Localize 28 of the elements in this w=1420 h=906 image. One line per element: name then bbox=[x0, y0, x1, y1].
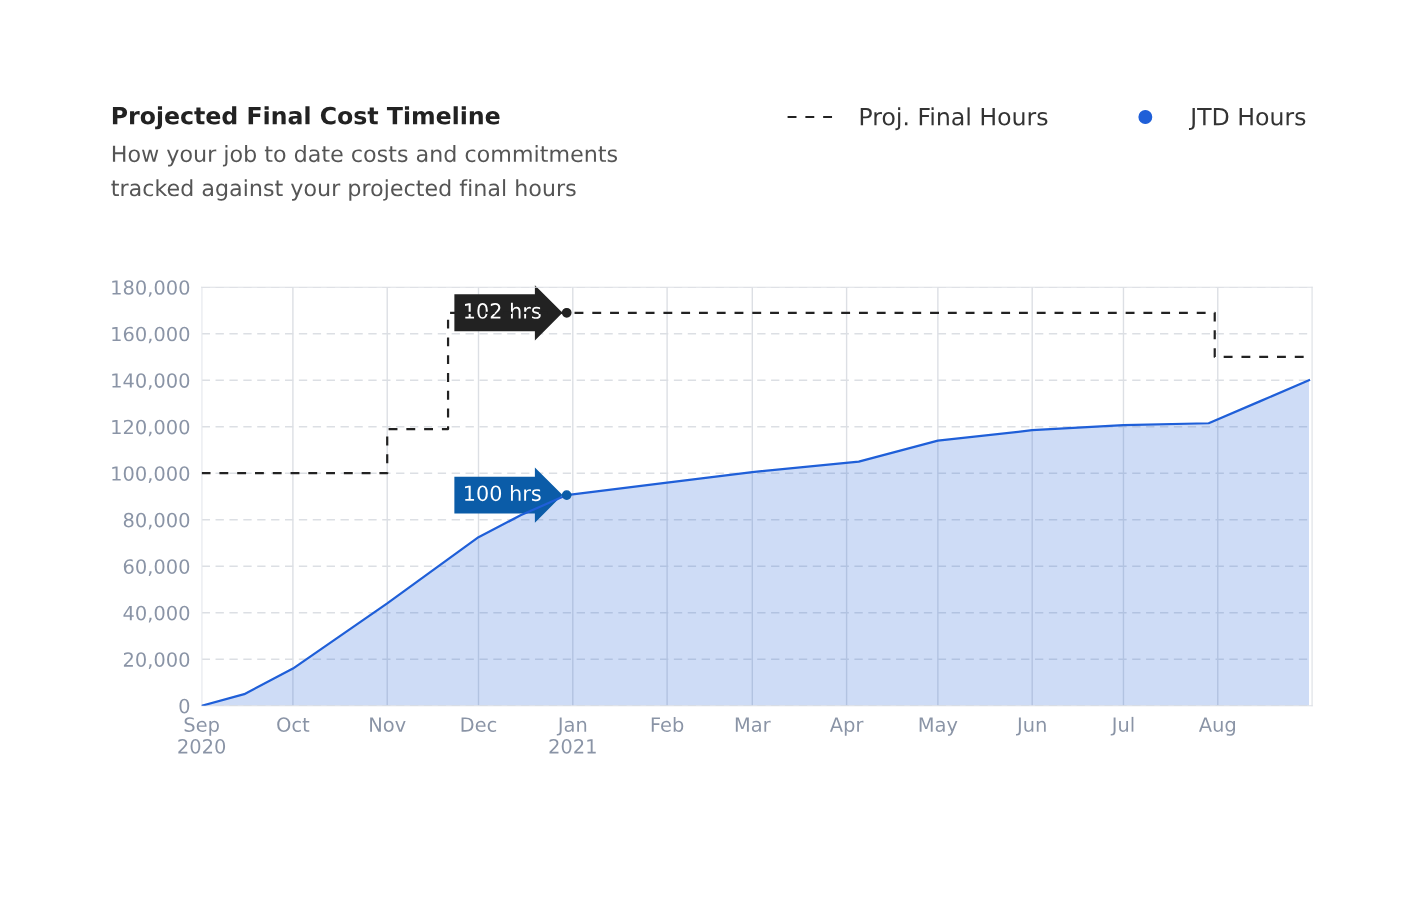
x-tick-label: Feb bbox=[651, 716, 684, 732]
x-tick-label: Mar bbox=[735, 717, 771, 732]
y-tick-label: 0 bbox=[179, 698, 190, 714]
y-tick-label: 20,000 bbox=[123, 652, 190, 669]
y-tick-label: 80,000 bbox=[123, 512, 190, 530]
x-tick-label: Dec bbox=[461, 717, 497, 732]
x-tick-label: Nov bbox=[370, 717, 406, 732]
x-tick-label: Apr bbox=[829, 717, 864, 736]
legend-label: Proj. Final Hours bbox=[860, 107, 1048, 131]
x-tick-label: Jul bbox=[1110, 716, 1134, 736]
x-tick-label: Aug bbox=[1198, 717, 1235, 736]
y-tick-label: 120,000 bbox=[112, 419, 190, 437]
x-tick-label: Jan 2021 bbox=[549, 717, 596, 754]
x-tick-label: Sep 2020 bbox=[178, 717, 226, 754]
y-tick-label: 60,000 bbox=[123, 559, 190, 576]
y-tick-label: 140,000 bbox=[112, 373, 190, 390]
y-tick-label: 160,000 bbox=[112, 326, 190, 344]
annotation: 102 hrs bbox=[465, 302, 541, 319]
x-tick-label: May bbox=[919, 717, 958, 736]
y-tick-label: 100,000 bbox=[112, 466, 190, 483]
x-tick-label: Jun bbox=[1015, 717, 1046, 736]
legend-label: JTD Hours bbox=[1188, 108, 1306, 130]
x-tick-label: Oct bbox=[277, 717, 310, 732]
annotation: 100 hrs bbox=[465, 485, 541, 502]
chart-subtitle: How your job to date costs and commitments tracked against your projected final hours bbox=[111, 144, 618, 201]
y-tick-label: 180,000 bbox=[112, 280, 190, 297]
chart-title: Projected Final Cost Timeline bbox=[112, 106, 500, 130]
y-tick-label: 40,000 bbox=[123, 605, 190, 623]
